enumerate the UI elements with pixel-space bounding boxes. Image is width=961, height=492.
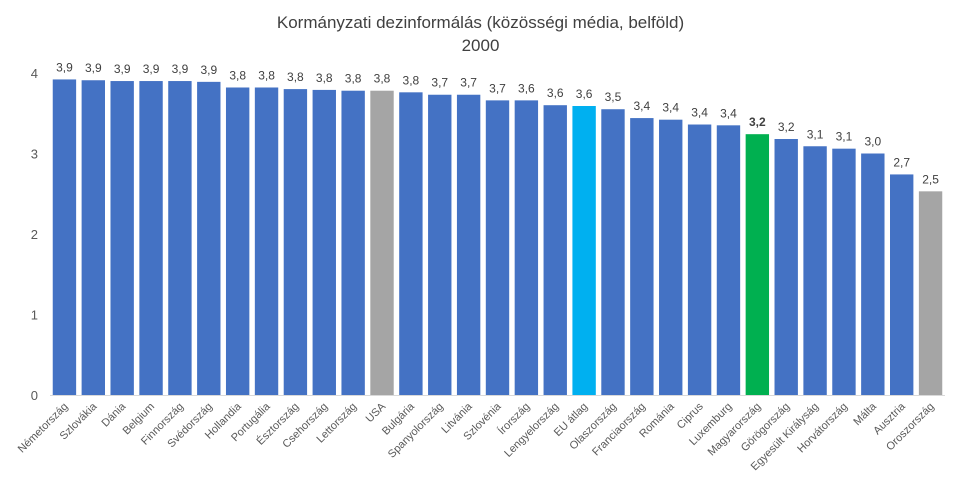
bar <box>485 100 510 396</box>
data-label: 3,9 <box>200 63 217 77</box>
bar <box>399 92 423 395</box>
bar <box>861 153 885 395</box>
data-label: 3,9 <box>85 61 102 75</box>
bar <box>543 105 567 395</box>
data-label: 3,8 <box>403 73 420 87</box>
bar <box>659 119 683 395</box>
bar <box>254 87 279 396</box>
y-tick-label: 1 <box>31 308 38 323</box>
y-tick-label: 4 <box>31 66 38 81</box>
data-label: 3,6 <box>576 87 593 101</box>
data-label: 3,8 <box>287 70 304 84</box>
data-label: 3,8 <box>316 71 333 85</box>
bar <box>803 146 827 395</box>
bar <box>312 89 336 395</box>
data-label: 2,5 <box>922 172 939 186</box>
data-label: 3,8 <box>229 68 246 82</box>
data-label: 3,6 <box>518 81 535 95</box>
bar <box>168 81 192 396</box>
bar <box>341 90 365 396</box>
bar <box>630 118 654 395</box>
y-tick-label: 3 <box>31 147 38 162</box>
bar <box>52 79 77 395</box>
bar <box>832 148 856 395</box>
chart-subtitle: 2000 <box>461 36 500 55</box>
bar <box>110 81 134 396</box>
data-label: 3,1 <box>836 130 853 144</box>
bar <box>81 80 105 396</box>
chart-title: Kormányzati dezinformálás (közösségi méd… <box>276 13 685 32</box>
data-label: 3,8 <box>374 72 391 86</box>
data-label: 3,4 <box>720 106 737 120</box>
data-label: 3,5 <box>605 90 622 104</box>
data-label: 3,8 <box>345 72 362 86</box>
bar <box>745 134 770 395</box>
bar <box>918 191 943 395</box>
data-label: 3,0 <box>864 135 881 149</box>
bar <box>514 100 539 396</box>
bar <box>428 94 452 396</box>
bar <box>197 81 221 395</box>
data-label: 3,4 <box>634 99 651 113</box>
category-label: USA <box>364 400 389 425</box>
y-tick-label: 0 <box>31 388 38 403</box>
bar <box>601 109 625 395</box>
data-label: 3,7 <box>460 76 477 90</box>
data-label: 3,8 <box>258 68 275 82</box>
data-label: 3,9 <box>172 62 189 76</box>
bar <box>890 174 914 395</box>
data-label: 3,1 <box>807 127 824 141</box>
data-label: 3,2 <box>778 120 795 134</box>
bar <box>716 125 741 395</box>
data-label: 3,7 <box>489 81 506 95</box>
bar <box>687 124 712 396</box>
bar <box>370 90 394 396</box>
data-label: 3,4 <box>662 101 679 115</box>
bar <box>456 94 481 396</box>
bar <box>774 139 798 395</box>
data-label: 3,9 <box>143 62 160 76</box>
data-label: 3,9 <box>56 60 73 74</box>
data-label: 3,4 <box>691 106 708 120</box>
data-label: 3,2 <box>749 115 766 129</box>
bar <box>572 106 596 395</box>
data-label: 2,7 <box>893 155 910 169</box>
data-label: 3,6 <box>547 86 564 100</box>
data-label: 3,9 <box>114 62 131 76</box>
y-tick-label: 2 <box>31 227 38 242</box>
bar <box>283 89 308 395</box>
data-label: 3,7 <box>431 76 448 90</box>
bar <box>139 81 163 396</box>
bar <box>225 87 250 396</box>
